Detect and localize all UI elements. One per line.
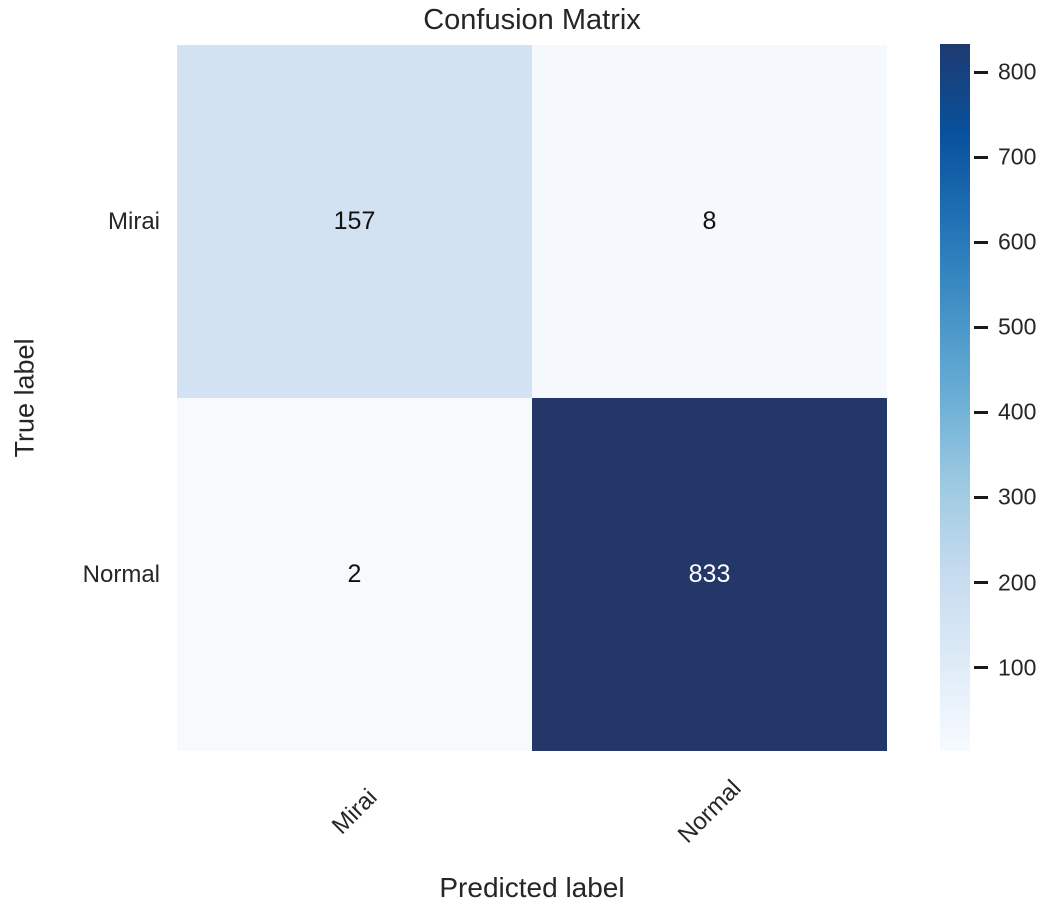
- colorbar-tick-label: 700: [998, 143, 1037, 170]
- x-tick-label-mirai: Mirai: [326, 783, 383, 840]
- y-tick-label-mirai: Mirai: [108, 207, 160, 235]
- heatmap-cell-normal-mirai: 2: [177, 398, 532, 751]
- colorbar-tick-label: 400: [998, 398, 1037, 425]
- colorbar-tick-label: 600: [998, 228, 1037, 255]
- chart-title: Confusion Matrix: [423, 4, 641, 36]
- colorbar-tick-mark: [974, 410, 988, 414]
- colorbar-tick-mark: [974, 70, 988, 74]
- heatmap-cell-mirai-mirai: 157: [177, 45, 532, 398]
- x-tick-label-normal: Normal: [672, 774, 747, 849]
- colorbar-tick-mark: [974, 325, 988, 329]
- colorbar-tick-label: 800: [998, 58, 1037, 85]
- x-axis-label: Predicted label: [439, 872, 625, 903]
- cell-value: 157: [333, 207, 376, 235]
- colorbar-tick-mark: [974, 155, 988, 159]
- cell-value: 8: [702, 207, 717, 235]
- colorbar-gradient: [940, 44, 970, 751]
- colorbar-tick-mark: [974, 495, 988, 499]
- colorbar-tick-label: 200: [998, 569, 1037, 596]
- heatmap-cell-normal-normal: 833: [532, 398, 887, 751]
- heatmap-plot: 157 8 2 833: [177, 45, 887, 751]
- colorbar-tick-label: 100: [998, 654, 1037, 681]
- colorbar-tick-mark: [974, 240, 988, 244]
- y-axis-label: True label: [9, 338, 40, 458]
- colorbar-tick-mark: [974, 581, 988, 585]
- heatmap-cell-mirai-normal: 8: [532, 45, 887, 398]
- y-tick-label-normal: Normal: [82, 560, 160, 588]
- cell-value: 833: [688, 560, 731, 588]
- colorbar-tick-mark: [974, 666, 988, 670]
- colorbar-tick-label: 300: [998, 483, 1037, 510]
- cell-value: 2: [347, 560, 362, 588]
- colorbar-tick-label: 500: [998, 313, 1037, 340]
